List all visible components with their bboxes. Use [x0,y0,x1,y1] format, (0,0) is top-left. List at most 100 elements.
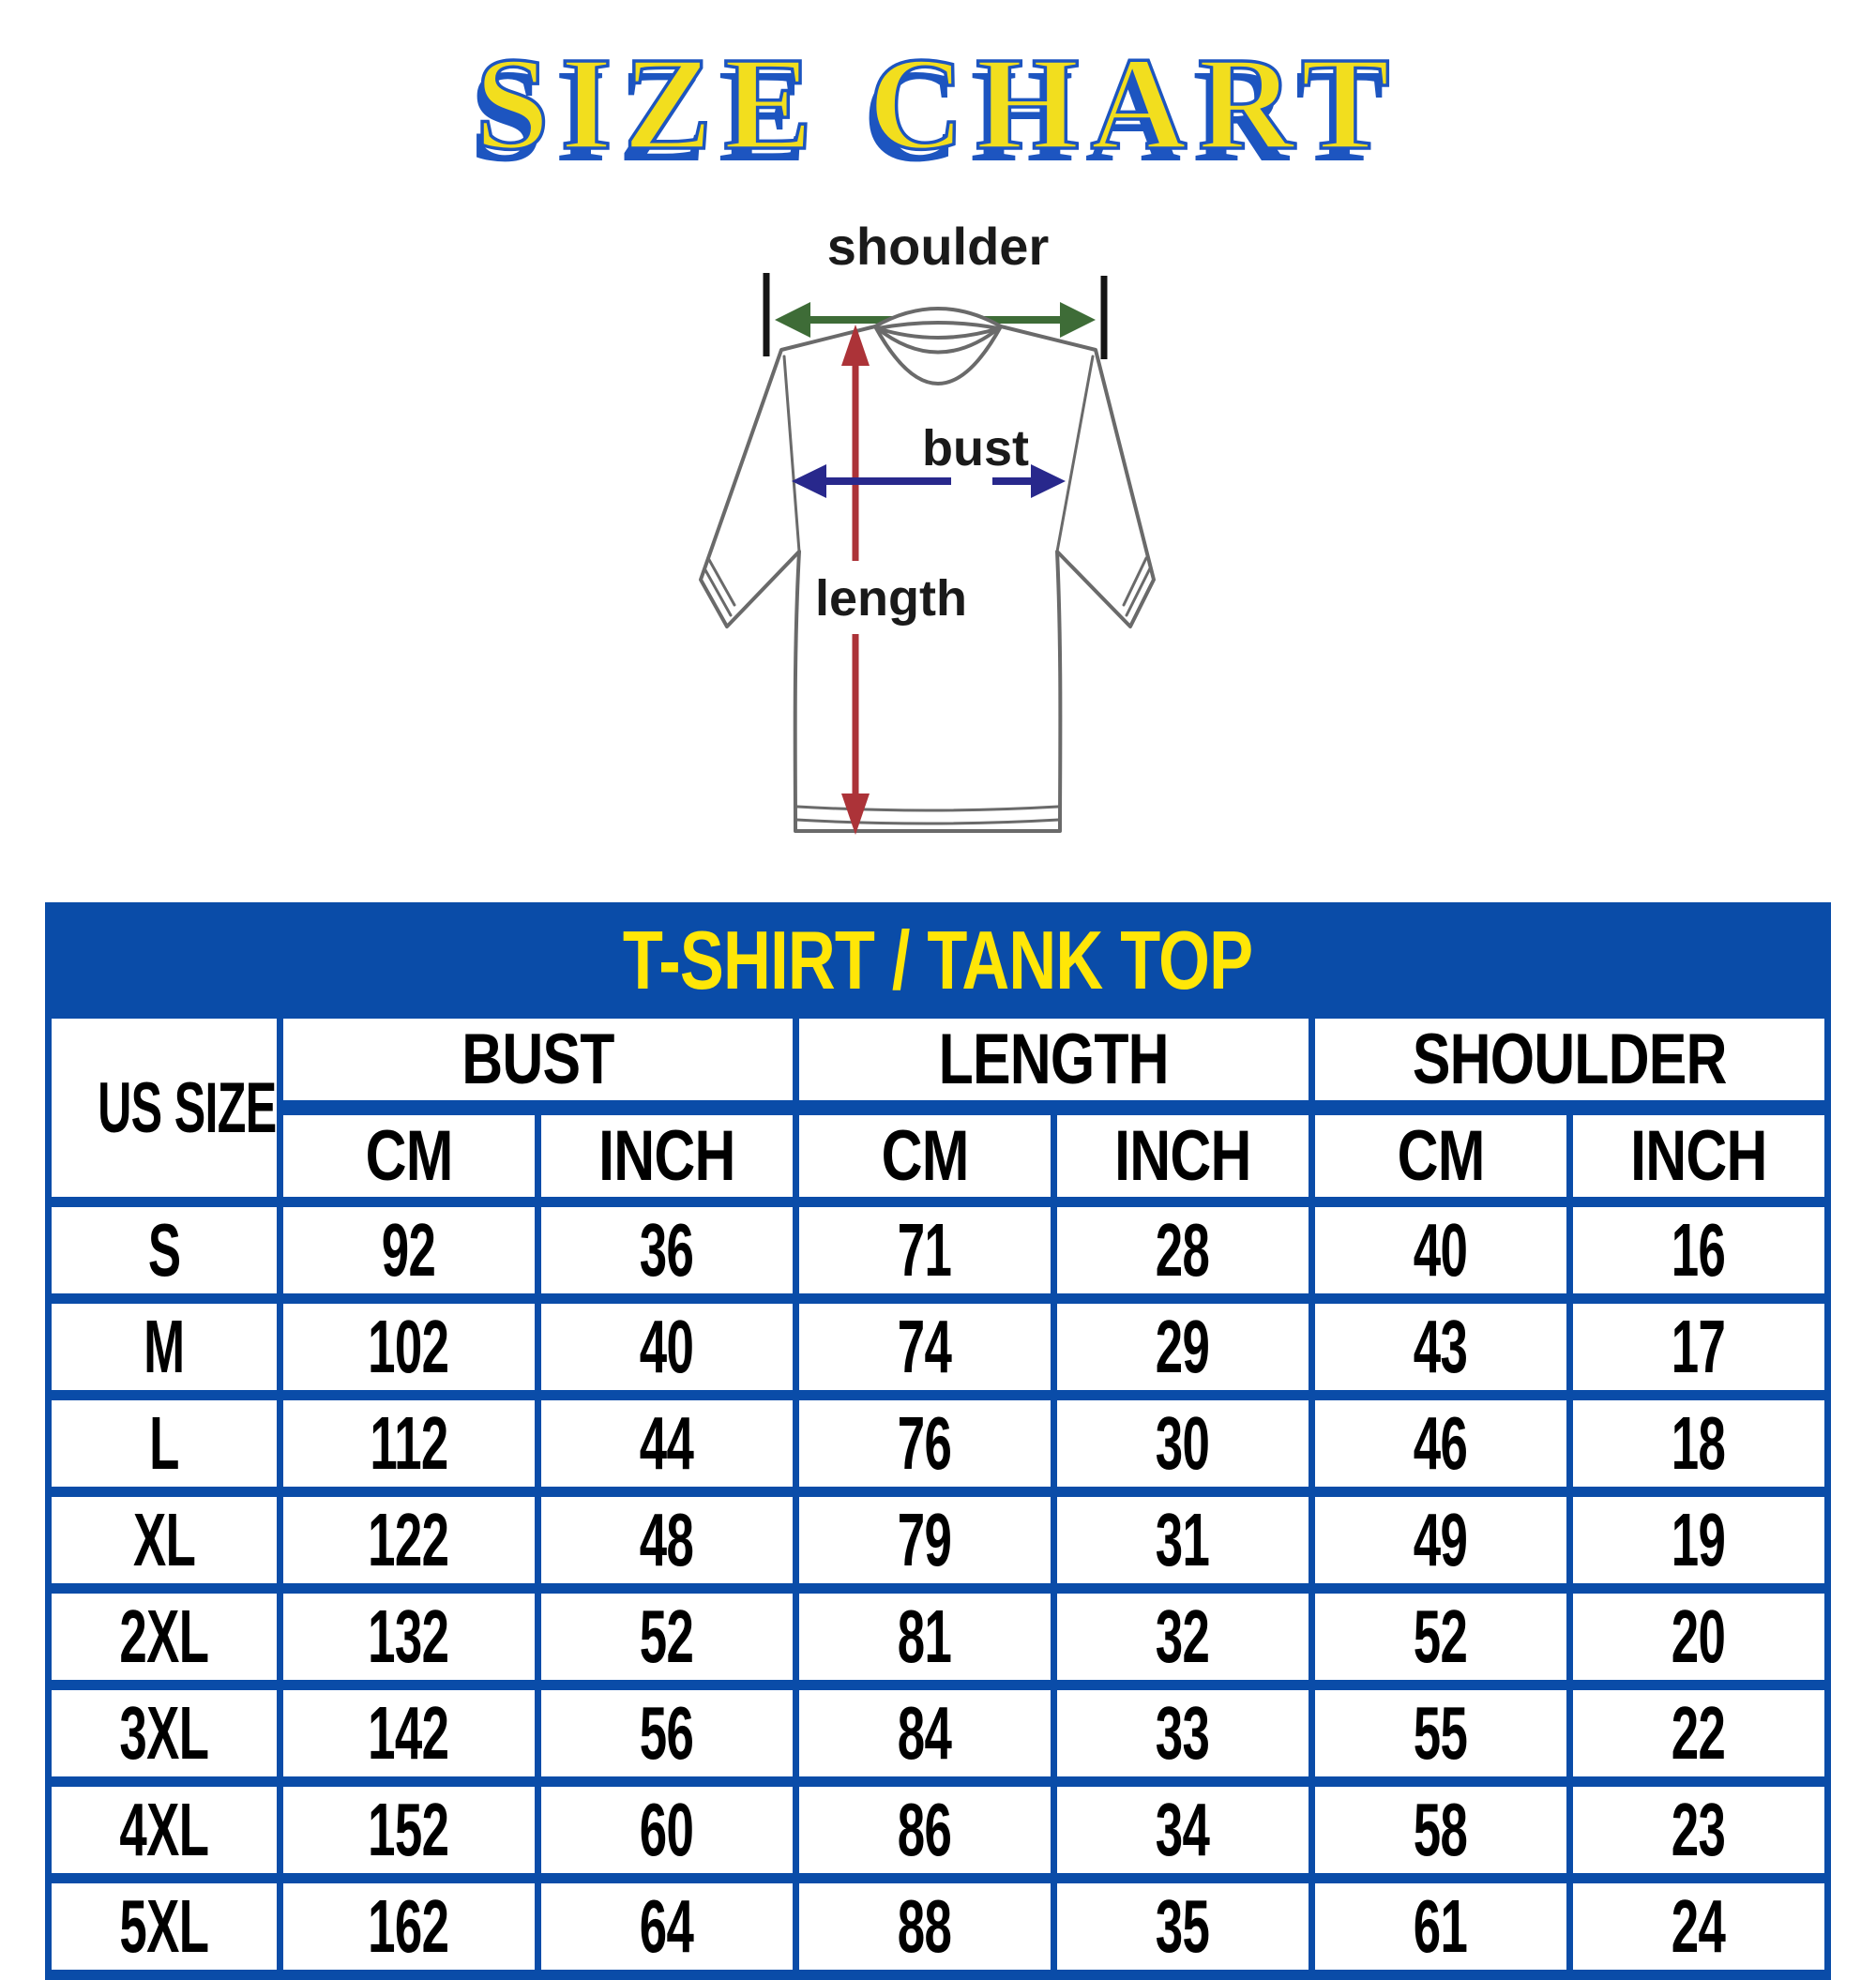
value-cell: 52 [534,1583,799,1691]
value-cell: 35 [1050,1873,1315,1980]
unit-header-bust-cm: CM [276,1100,541,1208]
collar-rib [874,325,1002,355]
value-cell: 22 [1566,1680,1832,1788]
tshirt-measurement-diagram: shoulder [535,176,1341,870]
bust-arrowheads [792,464,1066,499]
col-header-us-size: US SIZE [45,1008,283,1208]
size-cell: XL [45,1487,283,1595]
value-cell: 31 [1050,1487,1315,1595]
table-row-4xl: 4XL 152 60 86 34 58 23 [45,1776,1832,1884]
value-cell: 84 [792,1680,1057,1788]
unit-header-shoulder-cm: CM [1308,1100,1573,1208]
value-cell: 76 [792,1390,1057,1498]
value-cell: 30 [1050,1390,1315,1498]
value-cell: 79 [792,1487,1057,1595]
value-cell: 60 [534,1776,799,1884]
value-cell: 24 [1566,1873,1832,1980]
unit-header-length-cm: CM [792,1100,1057,1208]
value-cell: 102 [276,1293,541,1401]
shoulder-tick-marks [763,273,1108,360]
value-cell: 34 [1050,1776,1315,1884]
size-table: T-SHIRT / TANK TOP US SIZE BUST LENGTH S… [45,902,1832,1980]
value-cell: 20 [1566,1583,1832,1691]
group-header-row: US SIZE BUST LENGTH SHOULDER [45,1008,1832,1208]
size-cell: 3XL [45,1680,283,1788]
value-cell: 56 [534,1680,799,1788]
value-cell: 162 [276,1873,541,1980]
unit-header-row: CM INCH CM INCH CM INCH [49,1100,1832,1208]
value-cell: 52 [1308,1583,1573,1691]
length-arrowheads [841,325,870,836]
unit-header-shoulder-inch: INCH [1566,1100,1832,1208]
collar-rib [875,326,1001,340]
value-cell: 74 [792,1293,1057,1401]
table-row-l: L 112 44 76 30 46 18 [45,1390,1832,1498]
hem-lines [794,805,1061,825]
value-cell: 58 [1308,1776,1573,1884]
collar-rib [876,321,1000,331]
collar-neckline [873,325,1003,386]
value-cell: 86 [792,1776,1057,1884]
value-cell: 29 [1050,1293,1315,1401]
table-row-m: M 102 40 74 29 43 17 [45,1293,1832,1401]
value-cell: 112 [276,1390,541,1498]
table-title-text: T-SHIRT / TANK TOP [623,914,1253,1007]
value-cell: 71 [792,1197,1057,1305]
table-title-row: T-SHIRT / TANK TOP [45,902,1831,1020]
table-row-s: S 92 36 71 28 40 16 [45,1197,1832,1305]
size-cell: 5XL [45,1873,283,1980]
size-cell: 2XL [45,1583,283,1691]
value-cell: 61 [1308,1873,1573,1980]
table-row-5xl: 5XL 162 64 88 35 61 24 [45,1873,1832,1980]
value-cell: 152 [276,1776,541,1884]
size-cell: 4XL [45,1776,283,1884]
cuff-lines [1122,556,1152,617]
size-cell: M [45,1293,283,1401]
value-cell: 17 [1566,1293,1832,1401]
cuff-lines [703,556,736,617]
value-cell: 55 [1308,1680,1573,1788]
value-cell: 81 [792,1583,1057,1691]
unit-header-bust-inch: INCH [534,1100,799,1208]
sleeve-seam [782,355,801,553]
value-cell: 49 [1308,1487,1573,1595]
table-row-xl: XL 122 48 79 31 49 19 [45,1487,1832,1595]
value-cell: 142 [276,1680,541,1788]
value-cell: 28 [1050,1197,1315,1305]
shoulder-label: shoulder [827,217,1049,276]
table-title: T-SHIRT / TANK TOP [45,902,1831,1020]
length-label: length [815,570,967,627]
shoulder-arrowheads [775,302,1096,339]
value-cell: 33 [1050,1680,1315,1788]
value-cell: 36 [534,1197,799,1305]
tshirt-outline [699,307,1156,834]
unit-header-length-inch: INCH [1050,1100,1315,1208]
tshirt-body [699,307,1156,834]
value-cell: 40 [534,1293,799,1401]
size-cell: S [45,1197,283,1305]
value-cell: 88 [792,1873,1057,1980]
value-cell: 32 [1050,1583,1315,1691]
value-cell: 64 [534,1873,799,1980]
bust-label: bust [922,420,1029,476]
value-cell: 18 [1566,1390,1832,1498]
value-cell: 43 [1308,1293,1573,1401]
sleeve-seam [1055,355,1095,553]
value-cell: 19 [1566,1487,1832,1595]
value-cell: 122 [276,1487,541,1595]
page-title: SIZE CHART [474,28,1401,178]
value-cell: 40 [1308,1197,1573,1305]
col-group-length: LENGTH [792,1008,1315,1113]
col-group-bust: BUST [276,1008,799,1113]
value-cell: 44 [534,1390,799,1498]
value-cell: 46 [1308,1390,1573,1498]
value-cell: 92 [276,1197,541,1305]
tshirt-diagram-svg: shoulder [699,217,1156,836]
value-cell: 23 [1566,1776,1832,1884]
table-row-2xl: 2XL 132 52 81 32 52 20 [45,1583,1832,1691]
col-group-shoulder: SHOULDER [1308,1008,1832,1113]
value-cell: 132 [276,1583,541,1691]
table-row-3xl: 3XL 142 56 84 33 55 22 [45,1680,1832,1788]
size-cell: L [45,1390,283,1498]
value-cell: 48 [534,1487,799,1595]
